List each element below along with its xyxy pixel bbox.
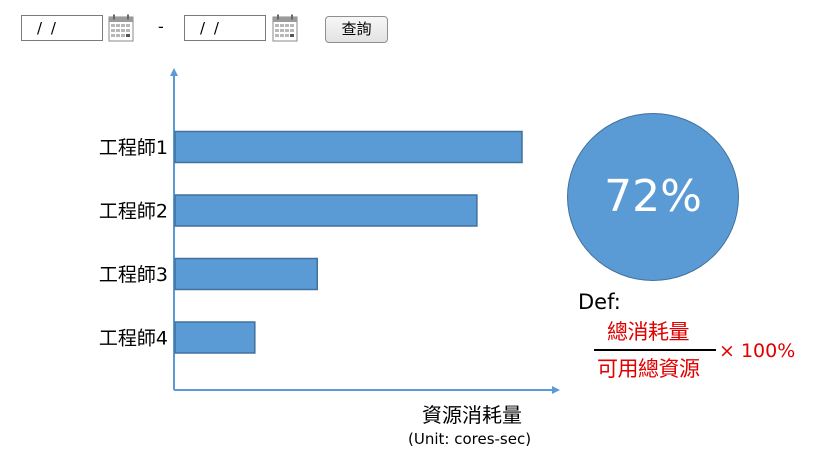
bar-4: [174, 321, 256, 354]
formula-multiplier: × 100%: [719, 340, 796, 362]
bar-1: [174, 130, 523, 164]
x-axis-label: 資源消耗量: [422, 403, 522, 427]
category-label-1: 工程師1: [99, 137, 168, 159]
formula-fraction-bar: [594, 349, 716, 351]
end-date-input[interactable]: / /: [184, 15, 266, 41]
formula-numerator: 總消耗量: [607, 320, 690, 344]
category-label-2: 工程師2: [99, 201, 168, 223]
x-axis-unit: (Unit: cores-sec): [408, 430, 532, 448]
calendar-icon[interactable]: [108, 14, 134, 42]
category-label-4: 工程師4: [99, 328, 168, 350]
formula-denominator: 可用總資源: [597, 357, 700, 381]
category-label-3: 工程師3: [99, 264, 168, 286]
calendar-icon[interactable]: [272, 14, 298, 42]
bar-3: [174, 257, 319, 291]
utilization-percent-circle: 72%: [567, 113, 739, 281]
query-button[interactable]: 查詢: [325, 16, 388, 43]
start-date-input[interactable]: / /: [21, 15, 103, 41]
definition-label: Def:: [578, 290, 621, 314]
date-range-separator: -: [158, 17, 164, 36]
bar-2: [174, 194, 478, 227]
